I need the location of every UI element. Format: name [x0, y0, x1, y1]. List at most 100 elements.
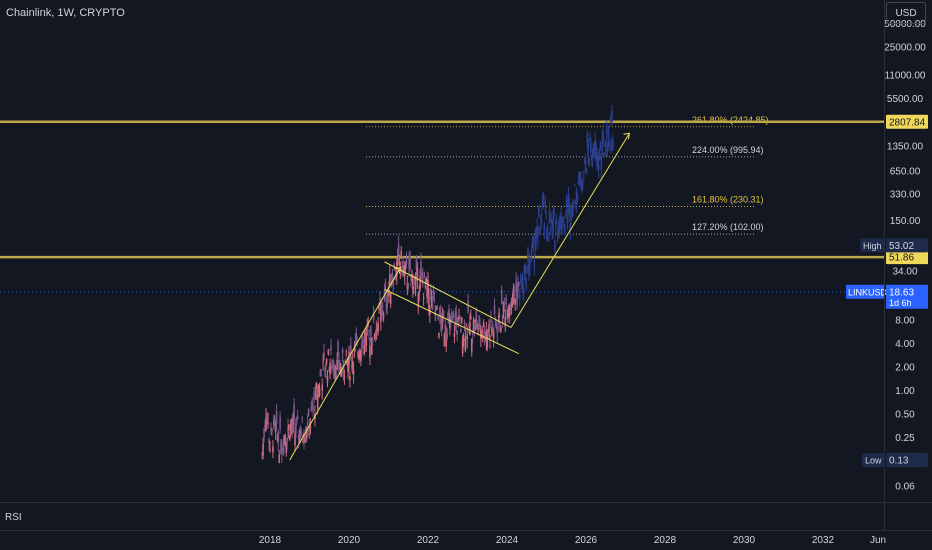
candle-body	[452, 316, 455, 318]
candle-body	[350, 345, 352, 359]
candle-body	[536, 226, 538, 229]
candle-body	[438, 332, 440, 338]
candle-body	[508, 306, 511, 316]
candle-body	[550, 218, 553, 224]
symbol-countdown: 1d 6h	[889, 298, 912, 308]
candle-body	[348, 351, 350, 365]
candle-body	[501, 314, 504, 323]
candle-body	[563, 218, 565, 220]
candle-body	[363, 336, 366, 348]
candle-body	[478, 315, 480, 317]
candle-body	[593, 145, 596, 148]
candle-body	[559, 215, 561, 221]
price-axis-tick: 0.25	[895, 433, 915, 444]
candle-body	[609, 122, 611, 124]
candle-body	[597, 165, 600, 171]
candle-series	[261, 104, 614, 464]
price-axis-tick: 0.50	[895, 409, 915, 420]
candle-body	[460, 317, 463, 323]
candle-body	[424, 286, 427, 288]
candle-body	[493, 305, 496, 314]
candle-body	[474, 319, 477, 323]
candle-body	[582, 182, 584, 184]
currency-button[interactable]: USD	[886, 2, 926, 24]
candle-body	[592, 143, 595, 155]
candle-body	[546, 227, 548, 241]
candle-body	[305, 433, 308, 437]
candle-body	[327, 349, 330, 355]
candle-body	[345, 351, 348, 353]
time-axis-tick: 2026	[575, 535, 598, 546]
candle-body	[347, 364, 349, 373]
low-price-tag-bg	[886, 453, 928, 468]
candle-body	[492, 330, 495, 339]
candle-body	[284, 440, 287, 446]
candle-body	[384, 282, 387, 294]
candle-body	[590, 141, 592, 152]
candle-body	[421, 272, 424, 285]
fib-level-label: 127.20% (102.00)	[692, 222, 764, 232]
candle-body	[470, 316, 472, 320]
candle-body	[500, 290, 503, 305]
candle-body	[488, 324, 490, 332]
candle-body	[562, 217, 564, 228]
candle-body	[507, 310, 509, 318]
candle-body	[551, 225, 554, 232]
candle-body	[561, 226, 563, 229]
candle-body	[275, 411, 278, 424]
candle-body	[560, 215, 562, 229]
candle-body	[381, 305, 383, 308]
candle-body	[412, 275, 414, 290]
candle-body	[611, 139, 614, 151]
candle-body	[318, 388, 321, 396]
price-axis-tick: 2.00	[895, 362, 915, 373]
candle-body	[602, 132, 604, 140]
candle-body	[281, 445, 283, 455]
candle-body	[430, 296, 433, 308]
candle-body	[506, 314, 508, 316]
candle-body	[308, 428, 311, 437]
candle-body	[412, 291, 415, 294]
candle-body	[274, 417, 276, 424]
candle-body	[449, 320, 452, 324]
time-axis-tick: 2028	[654, 535, 677, 546]
candle-body	[572, 202, 574, 217]
candle-body	[362, 347, 365, 349]
candle-body	[601, 137, 604, 151]
candle-body	[554, 239, 556, 252]
candle-body	[413, 284, 416, 286]
candle-body	[514, 298, 517, 305]
candle-body	[425, 278, 428, 283]
candle-body	[607, 125, 610, 140]
candle-body	[496, 331, 499, 334]
candle-body	[491, 324, 494, 327]
candle-body	[358, 356, 360, 359]
candle-body	[357, 351, 359, 357]
candle-body	[455, 311, 458, 325]
candle-body	[445, 334, 448, 347]
candle-body	[328, 369, 331, 372]
candle-body	[337, 341, 339, 355]
candle-body	[456, 330, 458, 335]
rsi-indicator-label[interactable]: RSI	[5, 512, 22, 523]
candle-body	[596, 158, 598, 167]
candle-body	[482, 322, 485, 326]
candle-body	[555, 220, 558, 224]
candle-body	[573, 184, 576, 186]
candle-body	[448, 308, 450, 318]
candle-body	[292, 418, 295, 426]
price-axis-tick: 1.00	[895, 386, 915, 397]
price-axis-tick: 25000.00	[884, 43, 926, 54]
candle-body	[353, 347, 356, 353]
candle-body	[313, 392, 315, 401]
candle-body	[304, 439, 306, 443]
candle-body	[570, 209, 572, 221]
candle-body	[502, 302, 505, 313]
candle-body	[324, 372, 326, 374]
time-axis-tick: 2024	[496, 535, 519, 546]
candle-body	[605, 129, 608, 134]
candle-body	[541, 200, 544, 208]
candle-body	[479, 326, 481, 332]
candle-body	[442, 310, 445, 318]
